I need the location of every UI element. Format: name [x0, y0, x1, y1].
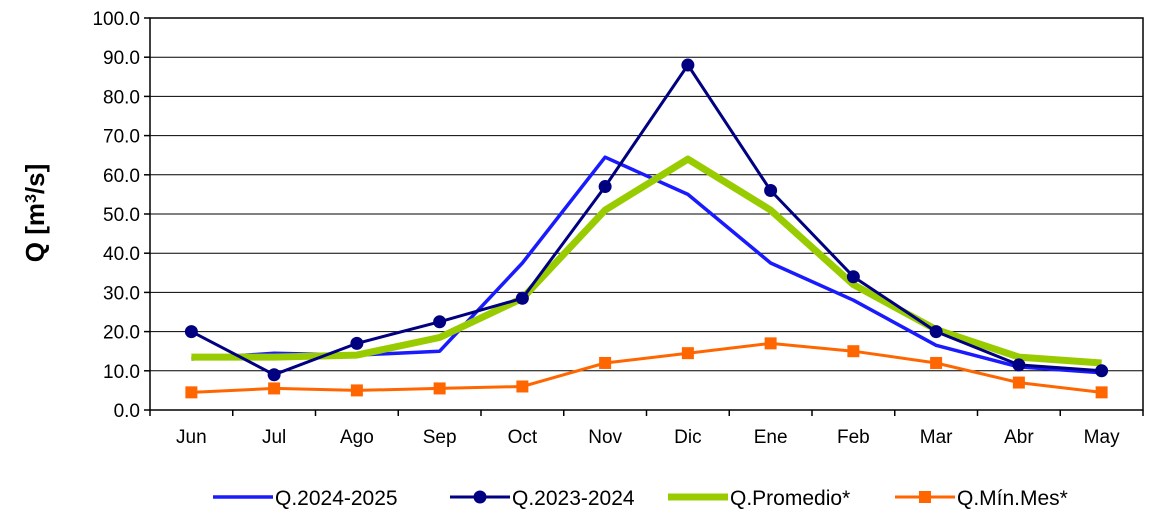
legend-label: Q.Mín.Mes*: [957, 487, 1068, 510]
series-Q.2023-2024: [184, 58, 1109, 382]
data-point: [350, 336, 364, 350]
series-Q.Mín.Mes*: [185, 337, 1108, 399]
data-point: [267, 368, 281, 382]
data-point: [516, 380, 529, 393]
data-point: [350, 384, 363, 397]
y-tick-label: 10.0: [103, 362, 140, 383]
legend-item: Q.Mín.Mes*: [895, 487, 1068, 510]
x-tick-label: Dic: [674, 427, 701, 448]
data-point: [846, 270, 860, 284]
x-tick-label: Abr: [1004, 427, 1034, 448]
y-tick-label: 60.0: [103, 166, 140, 187]
data-point: [1012, 358, 1026, 372]
x-tick-label: Ago: [340, 427, 374, 448]
y-tick-label: 50.0: [103, 205, 140, 226]
series-Q.Promedio*: [191, 155, 1102, 367]
y-tick-label: 30.0: [103, 283, 140, 304]
data-point: [681, 58, 695, 72]
legend-item: Q.2023-2024: [450, 487, 635, 510]
data-point: [1095, 364, 1109, 378]
y-tick-label: 80.0: [103, 87, 140, 108]
y-tick-label: 100.0: [92, 9, 140, 30]
y-tick-label: 0.0: [114, 401, 140, 422]
y-tick-label: 70.0: [103, 127, 140, 148]
y-tick-label: 40.0: [103, 244, 140, 265]
data-point: [929, 325, 943, 339]
data-point: [184, 325, 198, 339]
legend: Q.2024-2025 Q.2023-2024 Q.Promedio* Q.Mín.M…: [213, 487, 1068, 510]
data-point: [847, 345, 860, 358]
data-point: [599, 356, 612, 369]
legend-item: Q.Promedio*: [668, 487, 850, 510]
x-tick-label: Oct: [508, 427, 538, 448]
data-point: [515, 291, 529, 305]
x-tick-label: Feb: [837, 427, 870, 448]
series-line: [190, 63, 1102, 377]
x-tick-label: Jul: [262, 427, 286, 448]
data-point: [268, 382, 281, 395]
x-axis: Jun Jul Ago Sep Oct Nov Dic Ene Feb Mar Abr May: [149, 410, 1144, 448]
x-tick-label: Sep: [423, 427, 457, 448]
data-point: [681, 347, 694, 360]
data-point: [433, 315, 447, 329]
data-point: [598, 180, 612, 194]
series-line: [191, 341, 1102, 394]
data-point: [930, 356, 943, 369]
legend-marker: [919, 491, 931, 503]
data-point: [764, 183, 778, 197]
y-axis-label: Q [m3/s]: [20, 164, 50, 262]
y-axis-label-sup: 3: [23, 194, 40, 203]
legend-marker: [473, 490, 487, 504]
data-point: [1095, 386, 1108, 399]
y-axis-label-main: Q [m: [20, 203, 50, 262]
y-axis-label-tail: /s]: [20, 164, 50, 194]
y-tick-label: 90.0: [103, 48, 140, 69]
x-tick-label: Mar: [920, 427, 953, 448]
x-tick-label: Jun: [176, 427, 207, 448]
legend-label: Q.2024-2025: [275, 487, 398, 510]
x-tick-label: Nov: [588, 427, 622, 448]
legend-item: Q.2024-2025: [213, 487, 398, 510]
data-point: [764, 337, 777, 350]
legend-label: Q.Promedio*: [730, 487, 850, 510]
y-axis: 0.0 10.0 20.0 30.0 40.0 50.0 60.0 70.0 80.0 90.0 1…: [92, 9, 150, 422]
series-lines: [184, 58, 1109, 399]
x-tick-label: May: [1084, 427, 1120, 448]
data-point: [1012, 376, 1025, 389]
x-tick-label: Ene: [754, 427, 788, 448]
series-line: [191, 155, 1102, 367]
data-point: [185, 386, 198, 399]
data-point: [433, 382, 446, 395]
gridlines: [150, 56, 1143, 372]
legend-label: Q.2023-2024: [512, 487, 635, 510]
y-tick-label: 20.0: [103, 323, 140, 344]
